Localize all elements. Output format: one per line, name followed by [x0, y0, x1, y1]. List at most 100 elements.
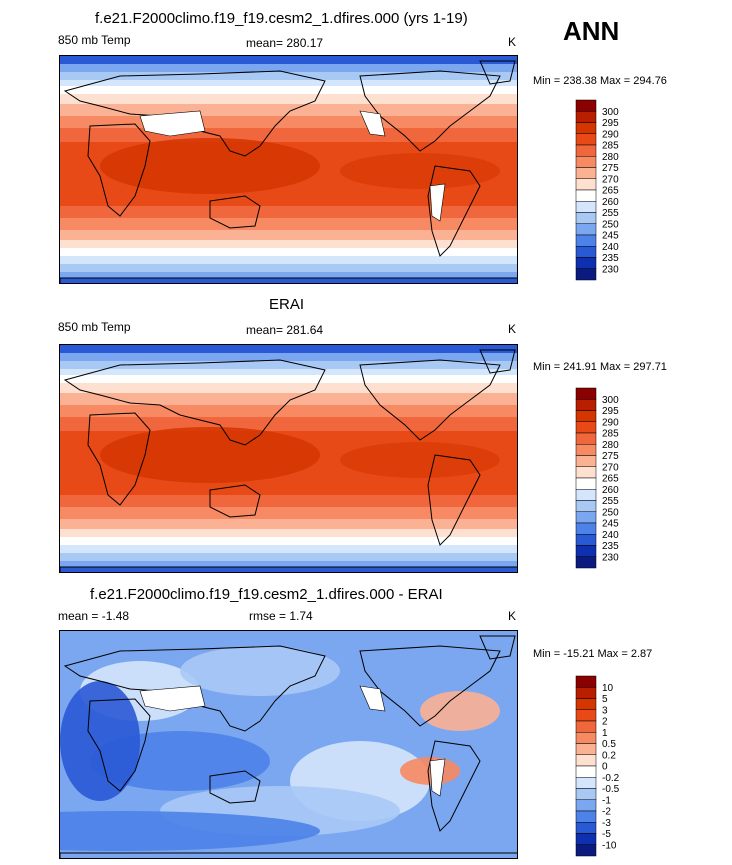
colorbar-tick-label: 260 — [602, 197, 619, 208]
colorbar-swatch — [575, 534, 597, 546]
panel2-mean-label: mean= 281.64 — [246, 323, 324, 337]
colorbar-tick-label: 285 — [602, 429, 619, 440]
temperature-band — [60, 278, 517, 283]
colorbar-tick-label: 3 — [602, 705, 608, 716]
colorbar-tick-label: 230 — [602, 264, 619, 275]
temperature-band — [60, 72, 517, 80]
temperature-band — [60, 393, 517, 405]
colorbar-tick-label: 255 — [602, 496, 619, 507]
colorbar-swatch — [575, 489, 597, 501]
colorbar-tick-label: -10 — [602, 840, 617, 851]
colorbar-tick-label: 270 — [602, 462, 619, 473]
colorbar-swatch — [575, 765, 597, 778]
colorbar-tick-label: 240 — [602, 242, 619, 253]
colorbar-swatch — [575, 410, 597, 422]
colorbar-tick-label: 295 — [602, 118, 619, 129]
coastline — [60, 852, 517, 858]
colorbar-swatch — [575, 133, 597, 146]
colorbar-swatch — [575, 500, 597, 512]
warm-pool-region — [100, 138, 320, 194]
temperature-band — [60, 80, 517, 86]
map-canvas — [60, 56, 517, 283]
coastline — [87, 698, 151, 792]
colorbar-tick-label: -5 — [602, 829, 611, 840]
colorbar-swatch — [575, 822, 597, 834]
colorbar-tick-label: 265 — [602, 474, 619, 485]
colorbar-swatch — [575, 732, 597, 744]
coastline — [209, 484, 261, 518]
panel3-title: f.e21.F2000climo.f19_f19.cesm2_1.dfires.… — [90, 586, 443, 603]
panel1-unit-label: K — [508, 35, 517, 49]
temperature-band — [60, 495, 517, 507]
colorbar-tick-label: 1 — [602, 728, 608, 739]
warm-region — [340, 153, 500, 189]
colorbar-swatch — [575, 432, 597, 445]
colorbar-tick-label: 290 — [602, 417, 619, 428]
coastline — [63, 359, 326, 446]
colorbar-tick-label: 250 — [602, 219, 619, 230]
temperature-band — [60, 353, 517, 361]
colorbar-tick-label: 300 — [602, 107, 619, 118]
temperature-band — [60, 383, 517, 393]
temperature-band — [60, 230, 517, 240]
colorbar-swatch — [575, 777, 597, 789]
colorbar-swatch — [575, 387, 597, 400]
panel2-variable-label: 850 mb Temp — [58, 320, 131, 334]
colorbar-swatch — [575, 246, 597, 258]
panel2-unit-label: K — [508, 322, 517, 336]
colorbar-swatch — [575, 799, 597, 812]
colorbar-tick-label: 280 — [602, 152, 619, 163]
panel1-mean-label: mean= 280.17 — [246, 36, 324, 50]
map-canvas — [60, 345, 517, 572]
coastline — [60, 277, 517, 283]
colorbar-tick-label: 295 — [602, 406, 619, 417]
colorbar-tick-label: 2 — [602, 717, 608, 728]
colorbar-swatch — [575, 122, 597, 134]
coastline — [359, 645, 501, 727]
colorbar-tick-label: 300 — [602, 395, 619, 406]
coastline — [63, 70, 326, 157]
coastline — [359, 70, 501, 152]
colorbar-swatch — [575, 189, 597, 202]
temperature-band — [60, 104, 517, 116]
coastline — [63, 645, 326, 732]
colorbar-tick-label: 280 — [602, 440, 619, 451]
coastline — [87, 123, 151, 217]
temperature-band — [60, 56, 517, 64]
colorbar-swatch — [575, 167, 597, 179]
missing-data-mask — [429, 758, 446, 797]
colorbar-tick-label: 240 — [602, 530, 619, 541]
colorbar-swatch — [575, 466, 597, 479]
temperature-band — [60, 375, 517, 383]
panel1-map — [59, 55, 518, 284]
colorbar-tick-label: 275 — [602, 451, 619, 462]
colorbar-swatch — [575, 99, 597, 112]
colorbar-swatch — [575, 833, 597, 845]
coastline — [479, 635, 516, 660]
map-canvas — [60, 631, 517, 858]
missing-data-mask — [429, 183, 446, 222]
colorbar-tick-label: 0.5 — [602, 739, 616, 750]
colorbar-swatch — [575, 455, 597, 467]
colorbar-tick-label: 250 — [602, 507, 619, 518]
temperature-band — [60, 361, 517, 369]
temperature-band — [60, 405, 517, 417]
panel1-variable-label: 850 mb Temp — [58, 33, 131, 47]
panel2-minmax: Min = 241.91 Max = 297.71 — [533, 361, 667, 373]
panel2-map — [59, 344, 518, 573]
coastline — [479, 349, 516, 374]
panel3-minmax: Min = -15.21 Max = 2.87 — [533, 648, 653, 660]
colorbar-swatch — [575, 810, 597, 823]
colorbar-tick-label: 255 — [602, 208, 619, 219]
colorbar-swatch — [575, 477, 597, 490]
colorbar-swatch — [575, 720, 597, 733]
coastline — [427, 454, 481, 546]
difference-patch — [420, 691, 500, 731]
coastline — [209, 770, 261, 804]
panel3-mean-label: mean = -1.48 — [58, 609, 130, 623]
warm-pool-region — [100, 427, 320, 483]
colorbar-swatch — [575, 268, 597, 281]
panel1-title: f.e21.F2000climo.f19_f19.cesm2_1.dfires.… — [95, 10, 468, 27]
temperature-band — [60, 519, 517, 529]
